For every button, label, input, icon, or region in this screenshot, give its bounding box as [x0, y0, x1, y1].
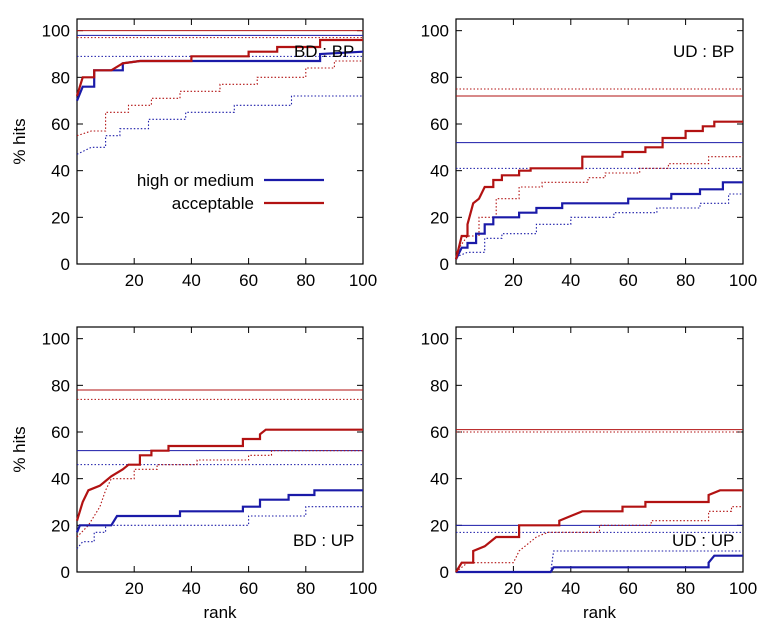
y-tick-label: 0 — [61, 255, 70, 274]
y-tick-label: 80 — [51, 68, 70, 87]
x-tick-label: 80 — [296, 579, 315, 598]
panel-title: BD : BP — [294, 42, 354, 61]
series-line — [455, 181, 743, 260]
x-tick-label: 100 — [729, 579, 757, 598]
plot-frame — [455, 18, 744, 265]
series-line — [455, 506, 743, 573]
y-tick-label: 40 — [51, 162, 70, 181]
x-tick-label: 20 — [504, 271, 523, 290]
y-tick-label: 60 — [51, 423, 70, 442]
series-line — [455, 489, 743, 573]
y-tick-label: 80 — [51, 376, 70, 395]
x-tick-label: 80 — [296, 271, 315, 290]
panel-title: BD : UP — [293, 531, 354, 550]
series-line — [455, 156, 743, 253]
plot-frame — [76, 326, 364, 573]
x-tick-label: 80 — [676, 271, 695, 290]
plot-frame — [455, 326, 744, 573]
x-axis-label: rank — [583, 603, 617, 622]
series-line — [76, 60, 363, 137]
y-tick-label: 0 — [440, 563, 449, 582]
y-tick-label: 100 — [42, 22, 70, 41]
y-tick-label: 80 — [430, 68, 449, 87]
x-tick-label: 60 — [619, 271, 638, 290]
x-tick-label: 100 — [349, 579, 377, 598]
y-tick-label: 80 — [430, 376, 449, 395]
y-tick-label: 0 — [440, 255, 449, 274]
y-tick-label: 100 — [421, 22, 449, 41]
x-tick-label: 40 — [561, 271, 580, 290]
series-line — [456, 554, 743, 574]
x-axis-label: rank — [203, 603, 237, 622]
y-tick-label: 0 — [61, 563, 70, 582]
plot-frame — [76, 18, 364, 265]
chart-panel-1: 0 20 40 60 80 100 20 40 60 80 100 BD : BP % hits — [10, 18, 377, 290]
x-tick-label: 40 — [182, 271, 201, 290]
x-tick-label: 20 — [125, 271, 144, 290]
x-tick-label: 60 — [619, 579, 638, 598]
y-tick-label: 40 — [51, 470, 70, 489]
chart-panel-4: 0 20 40 60 80 100 20 40 60 80 100 UD : UP rank — [421, 326, 757, 622]
x-tick-label: 40 — [561, 579, 580, 598]
y-tick-label: 40 — [430, 162, 449, 181]
series-line — [75, 38, 363, 97]
x-tick-label: 100 — [349, 271, 377, 290]
y-tick-label: 60 — [430, 423, 449, 442]
y-axis-label: % hits — [10, 426, 29, 472]
chart-panel-2: 0 20 40 60 80 100 20 40 60 80 100 UD : BP — [421, 18, 757, 290]
x-tick-label: 100 — [729, 271, 757, 290]
y-tick-label: 60 — [51, 115, 70, 134]
x-tick-label: 20 — [125, 579, 144, 598]
panel-title: UD : UP — [672, 531, 734, 550]
y-tick-label: 100 — [421, 330, 449, 349]
y-tick-label: 40 — [430, 470, 449, 489]
chart-panel-3: 0 20 40 60 80 100 20 40 60 80 100 BD : UP % hits rank — [10, 326, 377, 622]
series-line — [455, 193, 743, 258]
series-line — [454, 120, 743, 260]
x-tick-label: 40 — [182, 579, 201, 598]
series-line — [75, 489, 363, 533]
y-tick-label: 20 — [430, 208, 449, 227]
legend-label: acceptable — [172, 194, 254, 213]
x-tick-label: 80 — [676, 579, 695, 598]
y-tick-label: 20 — [51, 516, 70, 535]
y-tick-label: 20 — [430, 516, 449, 535]
series-line — [456, 550, 743, 573]
x-tick-label: 60 — [239, 579, 258, 598]
panel-title: UD : BP — [673, 42, 734, 61]
y-axis-label: % hits — [10, 118, 29, 164]
y-tick-label: 100 — [42, 330, 70, 349]
y-tick-label: 60 — [430, 115, 449, 134]
series-line — [76, 450, 363, 538]
series-line — [76, 95, 363, 155]
x-tick-label: 60 — [239, 271, 258, 290]
series-line — [75, 428, 363, 522]
x-tick-label: 20 — [504, 579, 523, 598]
legend: high or medium acceptable — [137, 171, 324, 213]
legend-label: high or medium — [137, 171, 254, 190]
y-tick-label: 20 — [51, 208, 70, 227]
